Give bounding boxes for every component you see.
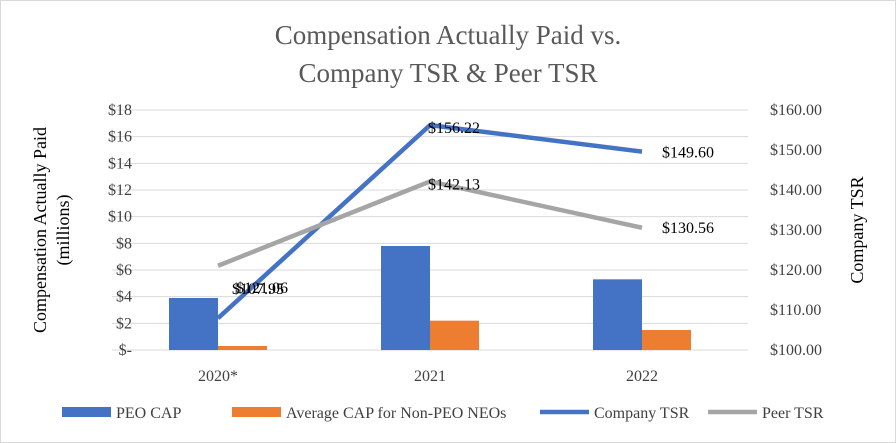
data-label: $156.22: [428, 120, 480, 137]
legend-label: PEO CAP: [116, 405, 181, 422]
bar-peo-cap: [169, 298, 218, 350]
y-right-tick-label: $130.00: [770, 222, 822, 239]
x-tick-label: 2020*: [198, 368, 238, 385]
legend-label: Peer TSR: [762, 405, 824, 422]
y-left-tick-label: $18: [108, 102, 132, 119]
line-company-tsr: [216, 122, 643, 320]
y-right-tick-label: $120.00: [770, 262, 822, 279]
bar-peo-cap: [593, 279, 642, 350]
data-label: $121.06: [236, 280, 288, 297]
chart-title-line2: Company TSR & Peer TSR: [298, 58, 597, 88]
y-left-tick-label: $8: [116, 235, 132, 252]
data-label: $107.95: [232, 281, 284, 298]
y-left-tick-label: $10: [108, 209, 132, 226]
y-axis-left-label-line1: Compensation Actually Paid: [30, 127, 50, 333]
legend-label: Average CAP for Non-PEO NEOs: [286, 405, 506, 422]
data-label: $130.56: [662, 220, 714, 237]
line-peer-tsr: [217, 179, 643, 268]
y-right-tick-label: $110.00: [770, 302, 821, 319]
bar-peo-cap: [381, 246, 430, 350]
y-left-tick-label: $-: [119, 342, 132, 359]
y-left-tick-label: $16: [108, 129, 132, 146]
y-right-tick-label: $140.00: [770, 182, 822, 199]
y-right-tick-label: $100.00: [770, 342, 822, 359]
y-right-tick-label: $150.00: [770, 142, 822, 159]
data-label: $149.60: [662, 145, 714, 162]
y-left-tick-label: $4: [116, 289, 132, 306]
y-left-tick-label: $14: [108, 155, 132, 172]
bar-average-cap-for-non-peo-neos: [218, 346, 267, 350]
y-right-tick-label: $160.00: [770, 102, 822, 119]
data-label: $142.13: [428, 176, 480, 193]
legend: PEO CAP Average CAP for Non-PEO NEOs Compa…: [62, 405, 824, 422]
legend-swatch: [232, 407, 281, 417]
x-tick-label: 2021: [414, 368, 446, 385]
y-left-tick-label: $12: [108, 182, 132, 199]
chart-title-line1: Compensation Actually Paid vs.: [275, 20, 621, 50]
legend-swatch: [62, 407, 111, 417]
bar-average-cap-for-non-peo-neos: [642, 330, 691, 350]
y-left-tick-label: $2: [116, 315, 132, 332]
y-left-tick-label: $6: [116, 262, 132, 279]
bar-average-cap-for-non-peo-neos: [430, 320, 479, 350]
x-tick-label: 2022: [626, 368, 658, 385]
legend-label: Company TSR: [594, 405, 690, 422]
y-axis-right-label: Company TSR: [847, 176, 867, 283]
y-axis-left-label-line2: (millions): [53, 194, 74, 265]
